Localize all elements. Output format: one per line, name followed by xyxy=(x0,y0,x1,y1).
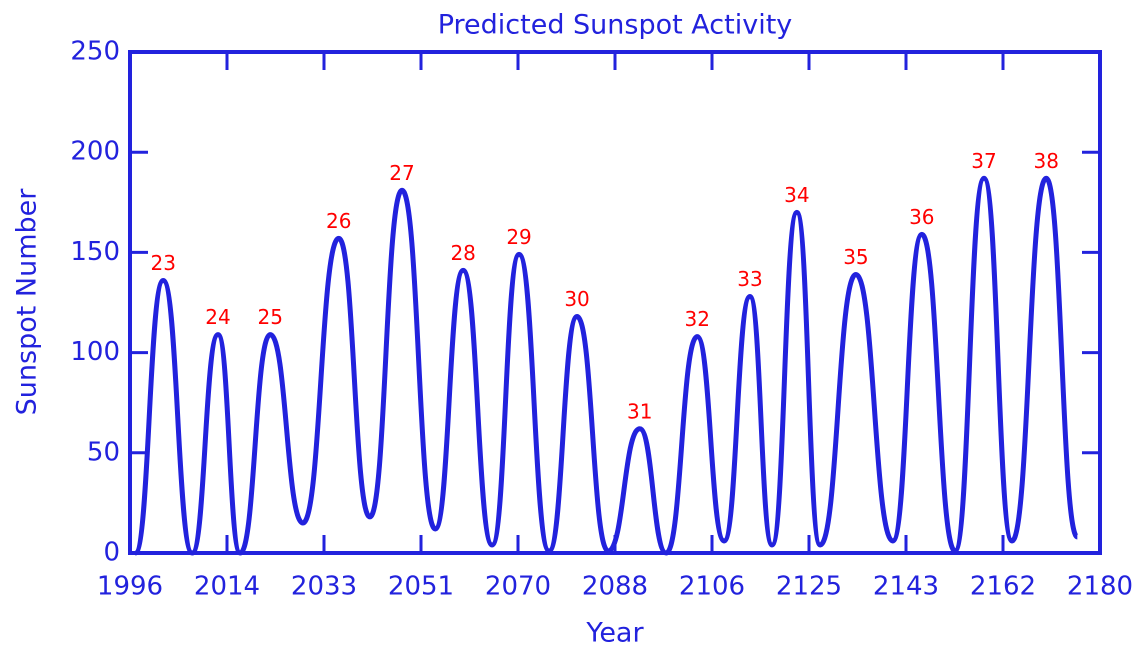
x-tick-label: 2106 xyxy=(679,572,745,602)
y-tick-label: 0 xyxy=(103,538,120,568)
cycle-label: 26 xyxy=(326,209,351,233)
y-tick-label: 100 xyxy=(70,337,120,367)
y-tick-label: 200 xyxy=(70,137,120,167)
x-axis-label: Year xyxy=(585,618,644,649)
cycle-label: 33 xyxy=(737,267,762,291)
y-axis-label: Sunspot Number xyxy=(12,188,43,416)
cycle-label: 36 xyxy=(909,205,934,229)
x-tick-label: 2162 xyxy=(970,572,1036,602)
x-tick-label: 2088 xyxy=(582,572,648,602)
cycle-label: 34 xyxy=(784,183,809,207)
x-tick-label: 1996 xyxy=(97,572,163,602)
cycle-label: 27 xyxy=(389,161,414,185)
x-tick-label: 2125 xyxy=(776,572,842,602)
cycle-label: 24 xyxy=(205,305,230,329)
cycle-label: 28 xyxy=(450,241,475,265)
chart-title: Predicted Sunspot Activity xyxy=(438,10,793,41)
cycle-label: 25 xyxy=(258,305,283,329)
x-tick-label: 2033 xyxy=(291,572,357,602)
cycle-label: 38 xyxy=(1034,149,1059,173)
cycle-label: 31 xyxy=(627,399,652,423)
x-tick-label: 2180 xyxy=(1067,572,1133,602)
cycle-label: 37 xyxy=(971,149,996,173)
sunspot-line xyxy=(132,175,1080,556)
cycle-label: 30 xyxy=(564,287,589,311)
cycle-label: 23 xyxy=(150,251,175,275)
x-tick-label: 2143 xyxy=(873,572,939,602)
y-tick-label: 50 xyxy=(87,437,120,467)
cycle-label: 32 xyxy=(685,307,710,331)
x-tick-label: 2014 xyxy=(194,572,260,602)
plot-frame xyxy=(128,50,1102,555)
y-tick-label: 250 xyxy=(70,37,120,67)
y-tick-label: 150 xyxy=(70,237,120,267)
x-tick-label: 2070 xyxy=(485,572,551,602)
x-tick-label: 2051 xyxy=(388,572,454,602)
cycle-label: 29 xyxy=(506,225,531,249)
cycle-label: 35 xyxy=(843,245,868,269)
